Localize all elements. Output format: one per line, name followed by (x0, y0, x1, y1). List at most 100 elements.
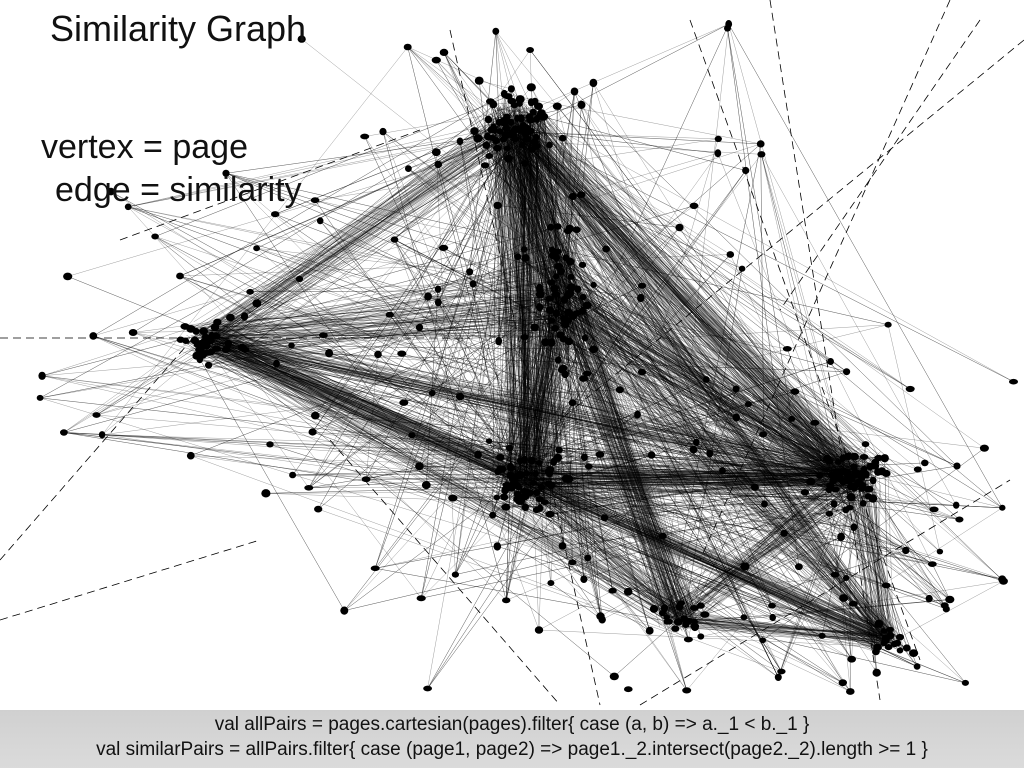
page-vertex (521, 492, 530, 501)
page-vertex (864, 485, 874, 493)
page-vertex (563, 317, 573, 325)
page-vertex (554, 356, 562, 364)
page-vertex (624, 686, 633, 693)
page-vertex (405, 165, 412, 173)
page-vertex (961, 679, 970, 686)
page-vertex (253, 245, 260, 252)
page-vertex (706, 449, 714, 458)
page-vertex (451, 571, 459, 578)
page-vertex (536, 504, 544, 512)
page-vertex (864, 493, 872, 500)
page-vertex (515, 95, 525, 104)
similarity-edge-long (0, 329, 201, 561)
page-vertex (759, 431, 768, 438)
page-vertex (428, 389, 436, 397)
page-vertex (945, 595, 955, 604)
page-vertex (768, 602, 776, 609)
graph-edges (0, 0, 1024, 706)
page-vertex (645, 626, 654, 635)
page-vertex (501, 503, 511, 511)
page-vertex (579, 293, 587, 301)
page-vertex (527, 456, 536, 465)
page-vertex (719, 467, 726, 475)
page-vertex (547, 580, 555, 586)
page-vertex (663, 614, 671, 621)
page-vertex (577, 191, 586, 199)
page-vertex (520, 334, 529, 341)
page-vertex (873, 643, 882, 652)
page-vertex (578, 261, 587, 268)
page-vertex (880, 628, 888, 634)
page-vertex (186, 325, 196, 333)
page-vertex (198, 350, 208, 359)
page-vertex (838, 679, 847, 687)
page-vertex (858, 485, 866, 492)
page-vertex (390, 236, 399, 243)
page-vertex (200, 337, 208, 346)
page-vertex (953, 462, 961, 470)
page-vertex (847, 655, 856, 663)
page-vertex (942, 605, 950, 613)
page-vertex (582, 370, 592, 377)
page-vertex (397, 350, 407, 357)
page-vertex (489, 511, 497, 519)
page-vertex (493, 542, 502, 551)
page-vertex (691, 618, 698, 625)
page-vertex (905, 385, 915, 393)
page-vertex (490, 123, 497, 131)
page-vertex (837, 532, 845, 542)
page-vertex (304, 485, 314, 491)
page-vertex (979, 444, 989, 452)
page-vertex (842, 575, 850, 581)
page-vertex (289, 471, 297, 479)
page-vertex (512, 481, 521, 489)
page-vertex (782, 346, 792, 352)
page-vertex (580, 575, 588, 583)
page-vertex (637, 368, 647, 376)
page-vertex (623, 587, 633, 596)
page-vertex (726, 251, 735, 258)
page-vertex (421, 481, 431, 490)
page-vertex (399, 399, 409, 406)
page-vertex (744, 401, 752, 408)
page-vertex (501, 486, 510, 495)
page-vertex (564, 475, 574, 483)
page-vertex (871, 462, 880, 470)
page-vertex (507, 97, 517, 105)
page-vertex (60, 429, 68, 436)
page-vertex (577, 100, 586, 109)
page-vertex (212, 332, 221, 340)
page-vertex (558, 542, 567, 550)
code-line-all-pairs: val allPairs = pages.cartesian(pages).fi… (214, 714, 810, 735)
page-vertex (563, 227, 573, 235)
page-vertex (567, 273, 575, 280)
page-vertex (589, 78, 598, 88)
page-vertex (124, 203, 132, 211)
page-vertex (545, 306, 554, 314)
similarity-edge-long (119, 129, 421, 241)
page-vertex (887, 632, 895, 639)
page-vertex (869, 476, 877, 485)
page-vertex (536, 283, 543, 292)
page-vertex (756, 140, 765, 148)
page-vertex (502, 125, 511, 132)
page-vertex (379, 127, 387, 136)
page-vertex (836, 474, 844, 483)
page-vertex (553, 248, 562, 255)
page-vertex (507, 464, 516, 472)
page-vertex (590, 281, 597, 288)
page-vertex (540, 113, 549, 120)
page-vertex (757, 151, 766, 158)
page-vertex (634, 410, 641, 419)
page-vertex (340, 606, 349, 615)
page-vertex (689, 202, 699, 209)
page-vertex (585, 463, 593, 470)
page-vertex (534, 626, 544, 634)
page-vertex (936, 548, 944, 555)
page-vertex (531, 143, 540, 150)
page-vertex (595, 451, 605, 458)
page-vertex (403, 43, 412, 51)
page-vertex (89, 332, 98, 340)
page-vertex (848, 600, 858, 607)
page-vertex (532, 470, 539, 478)
